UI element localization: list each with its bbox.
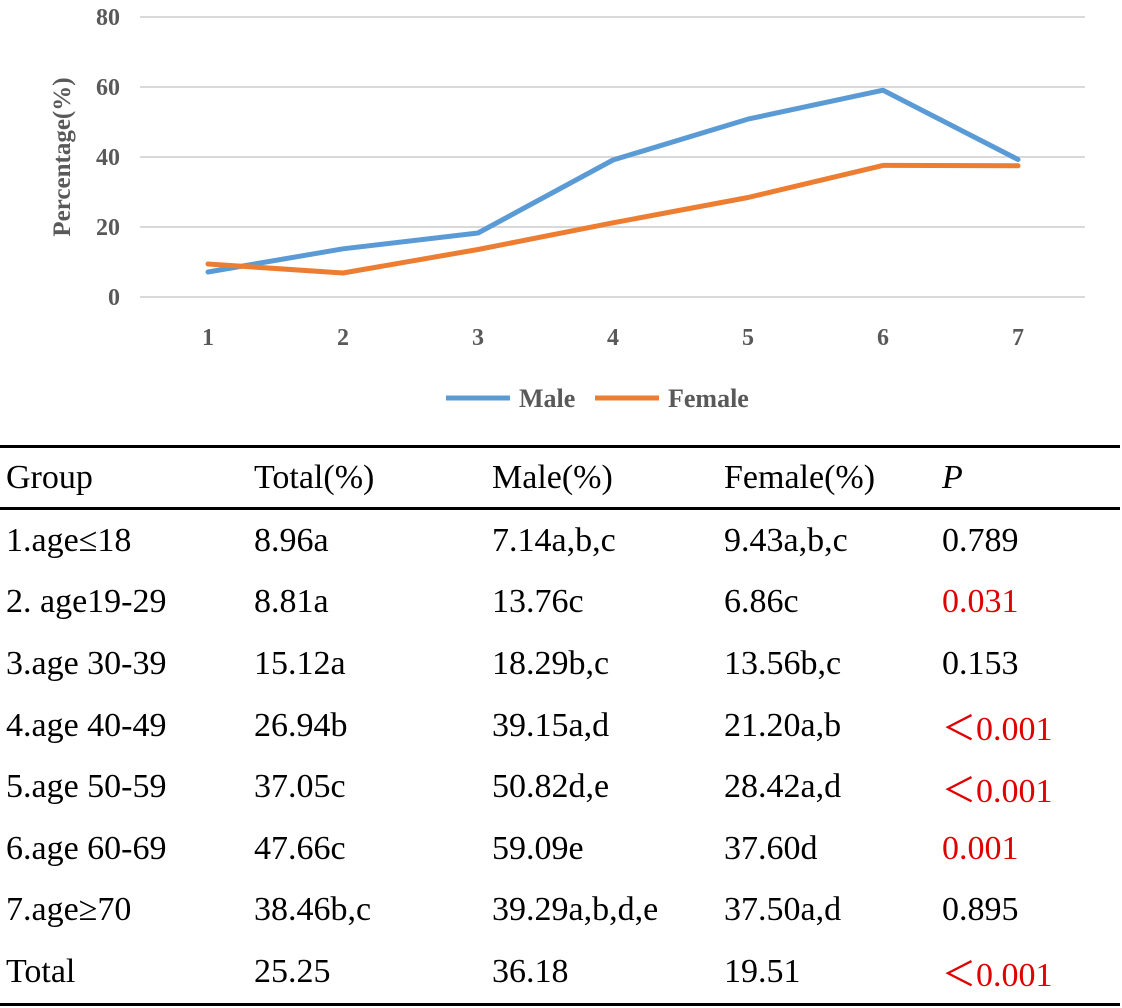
- x-tick-label: 3: [472, 325, 484, 351]
- y-tick-label: 0: [108, 285, 120, 311]
- legend: Male Female: [446, 384, 749, 413]
- x-tick-label: 2: [337, 325, 349, 351]
- table-body: 1.age≤18 8.96a 7.14a,b,c 9.43a,b,c 0.789 2. a…: [0, 509, 1120, 1005]
- cell-group: 2. age19-29: [6, 583, 167, 621]
- cell-group: Total: [6, 952, 76, 990]
- cell-female: 6.86c: [724, 583, 799, 621]
- cell-group: 3.age 30-39: [6, 644, 167, 682]
- header-male: Male(%): [492, 458, 613, 496]
- cell-total: 26.94b: [254, 706, 348, 744]
- table-row: 3.age 30-39 15.12a 18.29b,c 13.56b,c 0.153: [0, 633, 1120, 695]
- table-row: 2. age19-29 8.81a 13.76c 6.86c 0.031: [0, 572, 1120, 634]
- cell-p-value: 0.031: [942, 583, 1019, 621]
- y-tick-label: 20: [96, 215, 120, 241]
- cell-female: 9.43a,b,c: [724, 521, 848, 559]
- x-axis-ticks: 1 2 3 4 5 6 7: [202, 325, 1024, 351]
- cell-male: 13.76c: [492, 583, 584, 621]
- cell-p-value: 0.895: [942, 891, 1019, 929]
- table-row: Total 25.25 36.18 19.51 ＜0.001: [0, 941, 1120, 1005]
- series-line-male: [205, 87, 1021, 275]
- x-tick-label: 6: [877, 325, 889, 351]
- y-tick-label: 80: [96, 5, 120, 31]
- cell-group: 6.age 60-69: [6, 829, 167, 867]
- table-row: 4.age 40-49 26.94b 39.15a,d 21.20a,b ＜0.001: [0, 695, 1120, 757]
- cell-female: 28.42a,d: [724, 768, 842, 806]
- cell-male: 50.82d,e: [492, 768, 610, 806]
- cell-male: 36.18: [492, 952, 569, 990]
- table-row: 7.age≥70 38.46b,c 39.29a,b,d,e 37.50a,d 0.89…: [0, 880, 1120, 942]
- cell-total: 15.12a: [254, 644, 346, 682]
- header-female: Female(%): [724, 458, 876, 496]
- cell-group: 7.age≥70: [6, 891, 132, 929]
- cell-male: 39.15a,d: [492, 706, 610, 744]
- table-header-row: Group Total(%) Male(%) Female(%) P: [0, 446, 1120, 509]
- cell-total: 8.81a: [254, 583, 329, 621]
- series-lines: [205, 87, 1021, 276]
- header-group: Group: [6, 458, 93, 496]
- cell-group: 1.age≤18: [6, 521, 132, 559]
- cell-p-value: ＜0.001: [942, 772, 1053, 810]
- cell-male: 59.09e: [492, 829, 584, 867]
- results-table: Group Total(%) Male(%) Female(%) P 1.age…: [0, 445, 1120, 1006]
- cell-total: 37.05c: [254, 768, 346, 806]
- table-row: 1.age≤18 8.96a 7.14a,b,c 9.43a,b,c 0.789: [0, 509, 1120, 572]
- cell-female: 37.50a,d: [724, 891, 842, 929]
- gridlines: [140, 16, 1085, 298]
- cell-female: 37.60d: [724, 829, 818, 867]
- y-axis-ticks: 0 20 40 60 80: [96, 5, 120, 311]
- cell-p-value: ＜0.001: [942, 957, 1053, 995]
- table-row: 5.age 50-59 37.05c 50.82d,e 28.42a,d ＜0.001: [0, 756, 1120, 818]
- cell-total: 25.25: [254, 952, 331, 990]
- x-tick-label: 4: [607, 325, 619, 351]
- y-tick-label: 60: [96, 75, 120, 101]
- x-tick-label: 1: [202, 325, 214, 351]
- cell-male: 7.14a,b,c: [492, 521, 616, 559]
- series-line-female: [205, 162, 1021, 276]
- cell-total: 47.66c: [254, 829, 346, 867]
- legend-label-male: Male: [519, 384, 575, 413]
- x-tick-label: 5: [742, 325, 754, 351]
- header-total: Total(%): [254, 458, 375, 496]
- table-row: 6.age 60-69 47.66c 59.09e 37.60d 0.001: [0, 818, 1120, 880]
- cell-p-value: 0.001: [942, 829, 1019, 867]
- cell-p-value: 0.153: [942, 644, 1019, 682]
- cell-total: 38.46b,c: [254, 891, 372, 929]
- cell-male: 18.29b,c: [492, 644, 610, 682]
- cell-female: 13.56b,c: [724, 644, 842, 682]
- cell-female: 21.20a,b: [724, 706, 842, 744]
- cell-p-value: 0.789: [942, 521, 1019, 559]
- line-chart: 0 20 40 60 80 1 2 3 4 5 6 7 Percentage(%) Male Fema…: [49, 5, 1085, 413]
- cell-p-value: ＜0.001: [942, 711, 1053, 749]
- cell-male: 39.29a,b,d,e: [492, 891, 659, 929]
- y-tick-label: 40: [96, 145, 120, 171]
- cell-group: 4.age 40-49: [6, 706, 167, 744]
- header-p-value: P: [942, 458, 963, 496]
- x-tick-label: 7: [1012, 325, 1024, 351]
- cell-group: 5.age 50-59: [6, 768, 167, 806]
- y-axis-title: Percentage(%): [49, 77, 76, 236]
- cell-female: 19.51: [724, 952, 801, 990]
- legend-label-female: Female: [668, 384, 749, 413]
- cell-total: 8.96a: [254, 521, 329, 559]
